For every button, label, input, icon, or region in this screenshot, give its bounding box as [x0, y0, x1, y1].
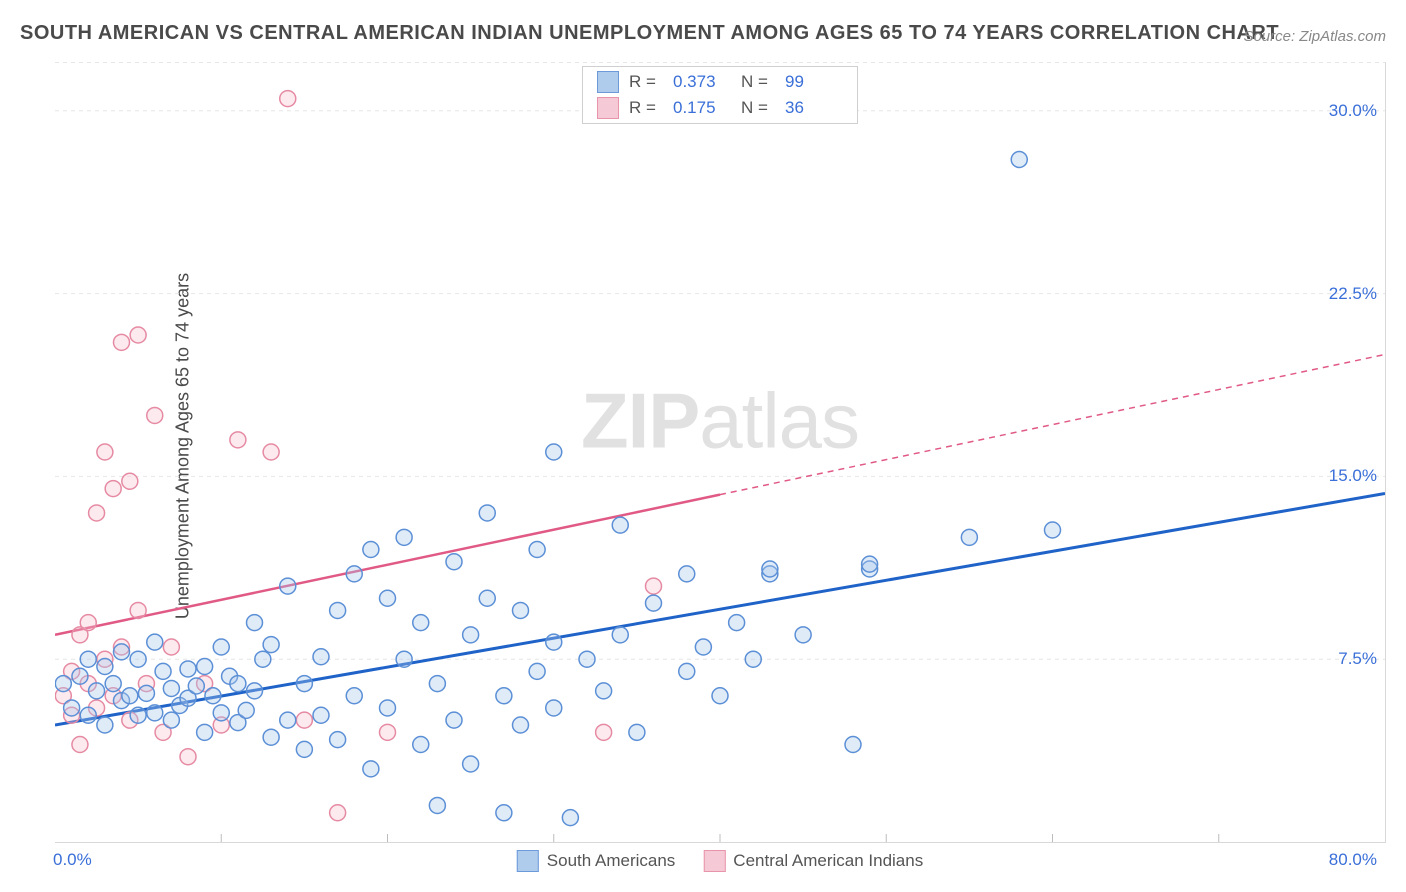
- axis-ticks: [221, 834, 1219, 842]
- trend-lines: [55, 355, 1385, 726]
- swatch-series-b-icon: [703, 850, 725, 872]
- scatter-series-a: [55, 152, 1060, 826]
- r-value-a: 0.373: [673, 72, 731, 92]
- y-tick-label: 30.0%: [1329, 101, 1377, 121]
- grid-lines: [55, 63, 1385, 660]
- source-label: Source: ZipAtlas.com: [1243, 28, 1386, 45]
- n-value-b: 36: [785, 98, 843, 118]
- r-label: R =: [629, 72, 663, 92]
- x-tick-min: 0.0%: [53, 850, 92, 870]
- legend-item-b: Central American Indians: [703, 850, 923, 872]
- swatch-series-a-icon: [517, 850, 539, 872]
- y-tick-label: 15.0%: [1329, 466, 1377, 486]
- r-label: R =: [629, 98, 663, 118]
- chart-title: SOUTH AMERICAN VS CENTRAL AMERICAN INDIA…: [20, 22, 1279, 45]
- n-label: N =: [741, 98, 775, 118]
- legend-row-b: R = 0.175 N = 36: [583, 95, 857, 121]
- plot-area: ZIPatlas R = 0.373 N = 99 R = 0.175 N = …: [55, 62, 1386, 843]
- x-tick-max: 80.0%: [1329, 850, 1377, 870]
- chart-svg: [55, 62, 1385, 842]
- legend-row-a: R = 0.373 N = 99: [583, 69, 857, 95]
- chart-container: SOUTH AMERICAN VS CENTRAL AMERICAN INDIA…: [0, 0, 1406, 892]
- y-tick-label: 22.5%: [1329, 284, 1377, 304]
- legend-label-b: Central American Indians: [733, 851, 923, 871]
- y-tick-label: 7.5%: [1338, 649, 1377, 669]
- r-value-b: 0.175: [673, 98, 731, 118]
- correlation-legend: R = 0.373 N = 99 R = 0.175 N = 36: [582, 66, 858, 124]
- swatch-series-b: [597, 97, 619, 119]
- legend-item-a: South Americans: [517, 850, 676, 872]
- n-value-a: 99: [785, 72, 843, 92]
- series-legend: South Americans Central American Indians: [517, 850, 923, 872]
- legend-label-a: South Americans: [547, 851, 676, 871]
- n-label: N =: [741, 72, 775, 92]
- swatch-series-a: [597, 71, 619, 93]
